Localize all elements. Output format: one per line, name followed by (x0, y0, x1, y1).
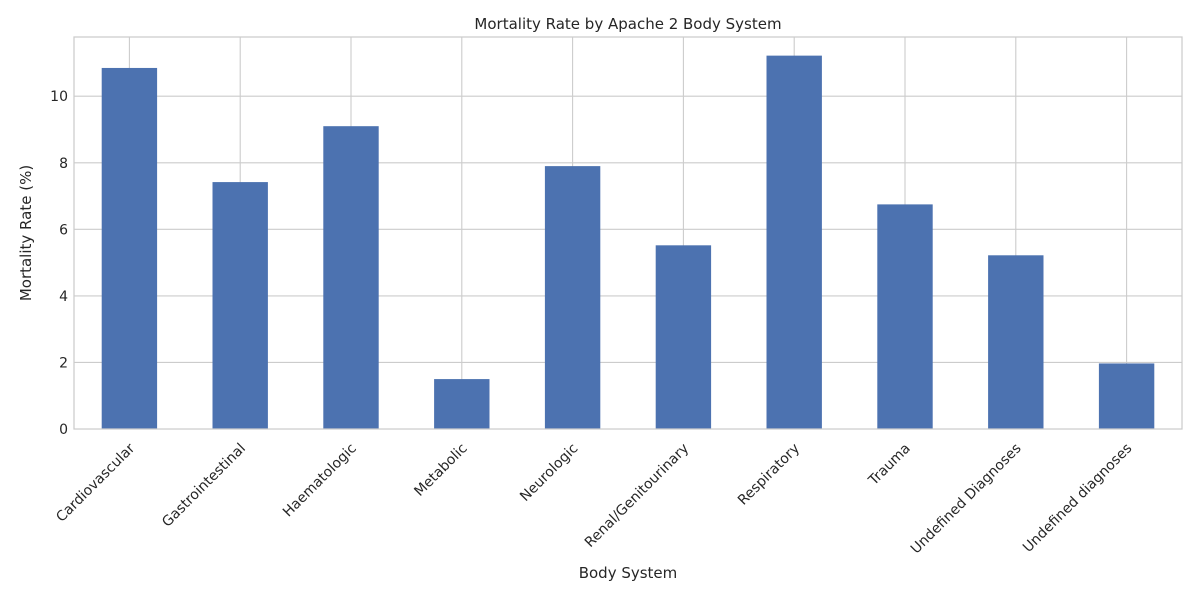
x-tick-label-4: Neurologic (517, 441, 581, 505)
bar-7 (877, 204, 933, 429)
x-tick-label-0: Cardiovascular (53, 440, 138, 525)
y-tick-label-4: 8 (59, 156, 68, 172)
bar-4 (544, 166, 601, 429)
x-tick-label-6: Respiratory (735, 441, 803, 509)
y-tick-label-0: 0 (59, 422, 68, 438)
y-axis-label: Mortality Rate (%) (17, 165, 35, 301)
chart-title: Mortality Rate by Apache 2 Body System (474, 15, 781, 33)
x-tick-label-1: Gastrointestinal (159, 441, 249, 531)
bar-2 (323, 126, 379, 429)
x-tick-label-3: Metabolic (411, 441, 470, 500)
bar-6 (766, 55, 822, 429)
plot-frame (73, 36, 1183, 430)
bar-9 (1098, 363, 1155, 429)
x-tick-label-7: Trauma (865, 441, 914, 490)
y-tick-label-5: 10 (50, 89, 68, 105)
bar-0 (101, 67, 158, 430)
x-tick-label-9: Undefined diagnoses (1020, 441, 1135, 556)
x-tick-labels: Cardiovascular Gastrointestinal Haematolog… (53, 440, 1135, 557)
x-tick-label-8: Undefined Diagnoses (908, 441, 1025, 558)
bar-3 (434, 379, 490, 429)
x-axis-label: Body System (579, 564, 678, 582)
y-tick-label-1: 2 (59, 355, 68, 371)
y-tick-label-2: 4 (59, 289, 68, 305)
x-tick-label-5: Renal/Genitourinary (582, 441, 692, 551)
bar-5 (655, 245, 712, 429)
x-tick-label-2: Haematologic (280, 441, 360, 521)
bar-8 (988, 255, 1044, 429)
y-tick-labels: 0 2 4 6 8 10 (50, 89, 68, 438)
bars (101, 55, 1155, 430)
y-tick-label-3: 6 (59, 222, 68, 238)
bar-1 (212, 182, 268, 429)
